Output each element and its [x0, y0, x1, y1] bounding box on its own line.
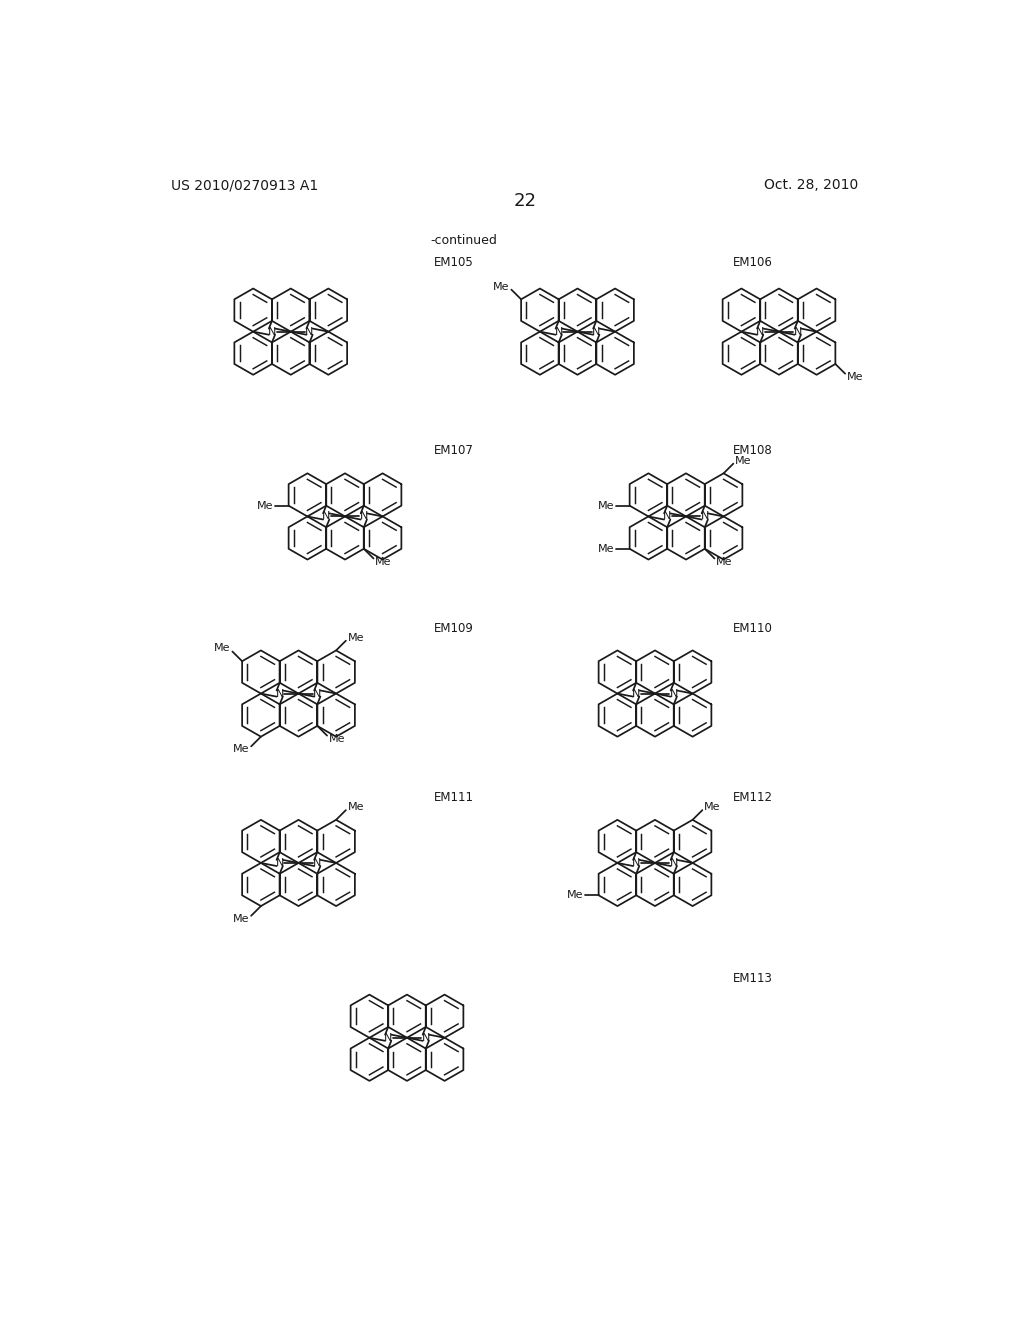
- Text: N: N: [555, 326, 563, 337]
- Text: N: N: [670, 858, 678, 869]
- Text: EM111: EM111: [434, 791, 474, 804]
- Text: Me: Me: [347, 632, 364, 643]
- Text: N: N: [313, 689, 322, 698]
- Text: EM107: EM107: [434, 445, 474, 458]
- Text: EM109: EM109: [434, 622, 474, 635]
- Text: N: N: [322, 511, 331, 521]
- Text: 22: 22: [513, 191, 537, 210]
- Text: EM112: EM112: [732, 791, 772, 804]
- Text: N: N: [700, 511, 709, 521]
- Text: N: N: [275, 858, 284, 869]
- Text: Me: Me: [598, 500, 614, 511]
- Text: Me: Me: [375, 557, 391, 566]
- Text: Me: Me: [566, 890, 583, 900]
- Text: EM105: EM105: [434, 256, 474, 269]
- Text: Me: Me: [347, 803, 364, 812]
- Text: N: N: [794, 326, 802, 337]
- Text: N: N: [313, 858, 322, 869]
- Text: N: N: [359, 511, 368, 521]
- Text: N: N: [632, 689, 640, 698]
- Text: N: N: [756, 326, 764, 337]
- Text: N: N: [384, 1032, 392, 1043]
- Text: EM106: EM106: [732, 256, 772, 269]
- Text: Me: Me: [716, 557, 732, 566]
- Text: EM110: EM110: [732, 622, 772, 635]
- Text: N: N: [592, 326, 600, 337]
- Text: N: N: [670, 689, 678, 698]
- Text: Oct. 28, 2010: Oct. 28, 2010: [764, 178, 858, 193]
- Text: Me: Me: [494, 281, 510, 292]
- Text: -continued: -continued: [430, 234, 497, 247]
- Text: N: N: [632, 858, 640, 869]
- Text: Me: Me: [598, 544, 614, 554]
- Text: Me: Me: [735, 455, 752, 466]
- Text: N: N: [267, 326, 276, 337]
- Text: Me: Me: [233, 913, 250, 924]
- Text: EM113: EM113: [732, 972, 772, 985]
- Text: Me: Me: [329, 734, 345, 743]
- Text: EM108: EM108: [732, 445, 772, 458]
- Text: Me: Me: [847, 372, 863, 381]
- Text: N: N: [663, 511, 672, 521]
- Text: Me: Me: [214, 643, 230, 653]
- Text: US 2010/0270913 A1: US 2010/0270913 A1: [171, 178, 317, 193]
- Text: Me: Me: [703, 803, 721, 812]
- Text: N: N: [422, 1032, 430, 1043]
- Text: Me: Me: [233, 744, 250, 755]
- Text: N: N: [305, 326, 313, 337]
- Text: N: N: [275, 689, 284, 698]
- Text: Me: Me: [257, 500, 273, 511]
